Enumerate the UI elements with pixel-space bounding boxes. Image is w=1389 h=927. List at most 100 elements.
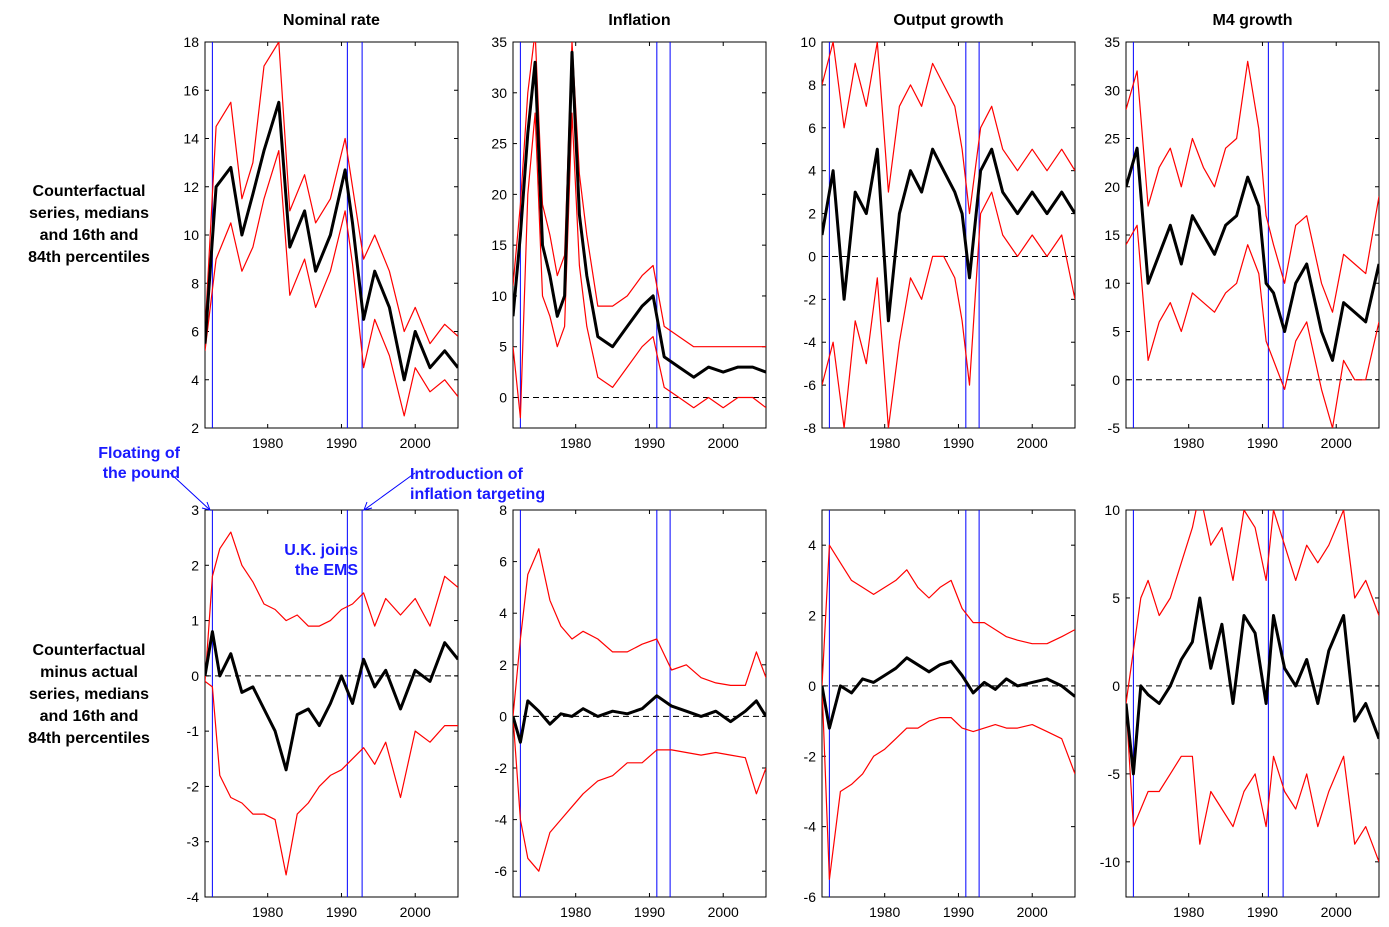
panel-7: -6 -4 -2 0 2 4 1980 1990 2000 [804,509,1076,920]
panel-6: -6 -4 -2 0 2 4 6 8 1980 1990 2000 [495,502,767,920]
series-median-line [513,50,766,379]
y-tick-label: 15 [491,237,507,253]
series-p16-line [513,112,766,419]
row-label-bottom: Counterfactual minus actual series, medi… [28,642,150,747]
plot-area [821,509,1076,898]
y-tick-label: 5 [1112,590,1120,606]
y-tick-label: -4 [804,334,817,350]
y-tick-label: 12 [183,179,199,195]
x-tick-label: 1980 [560,904,591,920]
annotation-ems: U.K. joins the EMS [284,542,358,579]
x-tick-label: 1990 [326,904,357,920]
x-tick-label: 1990 [634,435,665,451]
series-p84-line [822,544,1075,686]
y-tick-label: -8 [804,420,817,436]
panel-title: Output growth [893,12,1003,29]
y-tick-label: 18 [183,34,199,50]
series-p16-line [1126,703,1379,863]
y-tick-label: 4 [499,605,507,621]
y-tick-label: -4 [187,889,200,905]
series-median-line [205,100,458,382]
series-p16-line [513,716,766,872]
y-tick-label: 3 [191,502,199,518]
y-tick-label: 4 [808,163,816,179]
panel-title: Nominal rate [283,12,380,29]
plot-content [513,510,766,897]
y-tick-label: 10 [1104,502,1120,518]
y-tick-label: 4 [191,372,199,388]
inflation-targeting-arrowhead [363,501,373,511]
plot-content [1126,510,1379,897]
x-tick-label: 1990 [634,904,665,920]
panel-2: Inflation 0 5 10 15 20 25 30 35 1980 1990 2000 [491,12,767,451]
panel-3: Output growth -8 -6 -4 -2 0 2 4 6 8 10 1980 1990 2000 [800,12,1076,451]
y-tick-label: -4 [804,819,817,835]
plot-area [1125,41,1380,429]
panel-title: M4 growth [1213,12,1293,29]
series-p84-line [513,548,766,717]
y-tick-label: 8 [191,275,199,291]
y-tick-label: 10 [491,288,507,304]
y-tick-label: -6 [804,889,817,905]
x-tick-label: 1990 [326,435,357,451]
row-label-top: Counterfactual series, medians and 16th … [28,183,150,266]
y-tick-label: 8 [808,77,816,93]
series-median-line [822,656,1075,730]
plot-content [205,510,458,897]
x-tick-label: 1980 [560,435,591,451]
x-tick-label: 1980 [1173,435,1204,451]
y-tick-label: 0 [1112,372,1120,388]
series-p84-line [205,42,458,345]
y-tick-label: 6 [808,120,816,136]
y-tick-label: -4 [495,812,508,828]
y-tick-label: -2 [187,778,200,794]
y-tick-label: 4 [808,537,816,553]
x-tick-label: 2000 [1321,435,1352,451]
y-tick-label: 20 [491,186,507,202]
y-tick-label: 25 [1104,131,1120,147]
y-tick-label: 2 [499,657,507,673]
y-tick-label: 1 [191,613,199,629]
x-tick-label: 2000 [708,904,739,920]
x-tick-label: 2000 [1017,904,1048,920]
series-p84-line [1126,510,1379,704]
series-p16-line [205,680,458,876]
x-tick-label: 2000 [1321,904,1352,920]
x-tick-label: 1980 [869,435,900,451]
x-tick-label: 1980 [252,904,283,920]
y-tick-label: 6 [191,324,199,340]
y-tick-label: 5 [1112,324,1120,340]
y-tick-label: -5 [1108,420,1121,436]
y-tick-label: 10 [183,227,199,243]
annotation-arrows [169,472,416,511]
panel-1: Nominal rate 2 4 6 8 10 12 14 16 18 1980 1990 2000 [183,12,459,451]
panel-5: -4 -3 -2 -1 0 1 2 3 1980 1990 2000 [187,502,459,920]
floating-arrowhead [201,501,211,511]
series-median-line [1126,146,1379,362]
y-tick-label: 25 [491,136,507,152]
y-tick-label: 6 [499,554,507,570]
y-tick-label: 8 [499,502,507,518]
y-tick-label: 0 [499,708,507,724]
y-tick-label: 0 [1112,678,1120,694]
series-p16-line [1126,224,1379,428]
x-tick-label: 2000 [708,435,739,451]
y-tick-label: 30 [491,85,507,101]
y-tick-label: 16 [183,82,199,98]
y-tick-label: 35 [1104,34,1120,50]
plot-content [822,42,1075,428]
plot-content [1126,42,1379,428]
series-p84-line [513,42,766,348]
series-p16-line [822,685,1075,881]
plot-content [513,42,766,428]
x-tick-label: 2000 [400,904,431,920]
x-tick-label: 1990 [943,435,974,451]
y-tick-label: 30 [1104,82,1120,98]
plot-content [822,510,1075,897]
plot-content [205,42,458,428]
y-tick-label: -3 [187,834,200,850]
y-tick-label: 10 [800,34,816,50]
y-tick-label: -10 [1100,854,1120,870]
x-tick-label: 1980 [252,435,283,451]
series-p16-line [822,191,1075,428]
